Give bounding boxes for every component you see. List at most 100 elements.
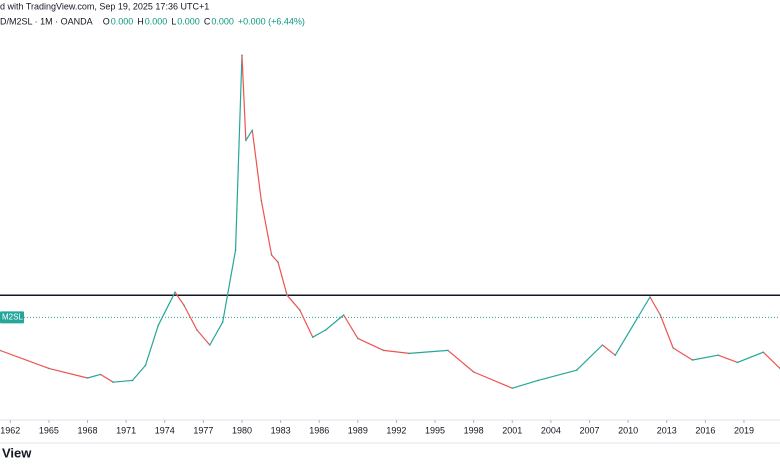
change: +0.000 (+6.44%) xyxy=(238,16,305,26)
x-tick-label: 1986 xyxy=(309,425,329,435)
price-segment xyxy=(383,349,410,354)
price-segment xyxy=(87,373,101,379)
price-segment xyxy=(602,344,616,356)
price-segment xyxy=(271,254,279,263)
ohlc-key: H xyxy=(137,16,144,26)
x-tick-label: 2013 xyxy=(657,425,677,435)
price-segment xyxy=(409,349,448,354)
price-segment xyxy=(762,351,780,369)
x-tick-label: 1974 xyxy=(155,425,175,435)
price-segment xyxy=(144,325,159,366)
price-segment xyxy=(245,129,253,141)
price-point xyxy=(736,361,739,364)
price-point xyxy=(241,54,243,56)
line-label-box xyxy=(0,311,24,324)
ohlc-key: O xyxy=(103,16,110,26)
price-point xyxy=(99,373,102,376)
price-segment xyxy=(473,371,513,389)
footer-logo: View xyxy=(2,445,32,460)
price-segment xyxy=(649,296,661,316)
price-segment xyxy=(157,291,176,326)
price-segment xyxy=(447,349,475,373)
price-point xyxy=(299,309,301,312)
price-segment xyxy=(672,347,693,361)
price-point xyxy=(0,349,1,352)
x-tick-label: 2007 xyxy=(579,425,599,435)
price-segment xyxy=(241,55,247,141)
x-tick-label: 1998 xyxy=(464,425,484,435)
price-point xyxy=(221,321,224,324)
ohlc-key: C xyxy=(204,16,211,26)
x-tick-label: 1989 xyxy=(348,425,368,435)
price-point xyxy=(672,347,674,349)
price-point xyxy=(408,352,411,355)
line-label: M2SL xyxy=(2,313,23,322)
price-point xyxy=(234,249,237,251)
x-tick-label: 1971 xyxy=(116,425,136,435)
price-segment xyxy=(260,200,273,256)
x-tick-label: 2019 xyxy=(734,425,754,435)
price-point xyxy=(131,379,134,382)
price-point xyxy=(144,364,147,367)
price-point xyxy=(260,199,263,202)
price-segment xyxy=(0,349,50,369)
x-tick-label: 1977 xyxy=(193,425,213,435)
price-segment xyxy=(718,354,738,363)
price-segment xyxy=(325,314,345,331)
ohlc-key: L xyxy=(171,16,176,26)
ohlc-value: 0.000 xyxy=(111,16,134,26)
price-point xyxy=(691,359,694,361)
price-point xyxy=(157,324,160,327)
ohlc-value: 0.000 xyxy=(211,16,234,26)
price-segment xyxy=(234,55,243,251)
price-segment xyxy=(576,344,603,371)
x-tick-label: 1983 xyxy=(271,425,291,435)
price-point xyxy=(86,377,89,379)
price-segment xyxy=(512,379,539,389)
price-point xyxy=(511,387,514,390)
price-point xyxy=(342,314,345,316)
x-tick-label: 2001 xyxy=(502,425,522,435)
price-segment xyxy=(174,291,185,306)
price-segment xyxy=(209,321,224,346)
price-point xyxy=(277,261,279,264)
price-point xyxy=(48,367,50,370)
price-point xyxy=(472,371,475,373)
ohlc-value: 0.000 xyxy=(145,16,168,26)
x-tick-label: 1980 xyxy=(232,425,252,435)
price-segment xyxy=(222,250,237,323)
price-point xyxy=(762,351,765,354)
price-point xyxy=(717,354,720,357)
price-point xyxy=(174,291,176,294)
price-point xyxy=(209,344,211,346)
price-segment xyxy=(737,351,764,363)
price-point xyxy=(311,336,314,339)
price-segment xyxy=(277,262,288,296)
x-tick-label: 1962 xyxy=(0,425,20,435)
x-tick-label: 2010 xyxy=(618,425,638,435)
price-segment xyxy=(251,130,262,201)
price-point xyxy=(357,337,359,340)
price-point xyxy=(324,329,327,331)
price-point xyxy=(575,369,578,372)
price-point xyxy=(112,381,115,384)
x-tick-label: 1968 xyxy=(78,425,98,435)
price-point xyxy=(659,314,662,316)
x-tick-label: 1995 xyxy=(425,425,445,435)
price-segment xyxy=(286,294,301,311)
price-point xyxy=(286,294,288,297)
price-point xyxy=(537,379,539,382)
price-point xyxy=(196,329,198,331)
price-segment xyxy=(692,354,719,361)
price-segment xyxy=(196,329,211,346)
price-point xyxy=(245,139,247,142)
price-point xyxy=(649,296,651,298)
header: d with TradingView.com, Sep 19, 2025 17:… xyxy=(0,1,209,11)
price-segment xyxy=(132,365,146,381)
price-segment xyxy=(48,367,88,379)
price-segment xyxy=(113,379,133,383)
price-segment xyxy=(357,337,384,351)
price-point xyxy=(183,304,185,307)
price-segment xyxy=(183,305,198,331)
ohlc-value: 0.000 xyxy=(177,16,200,26)
